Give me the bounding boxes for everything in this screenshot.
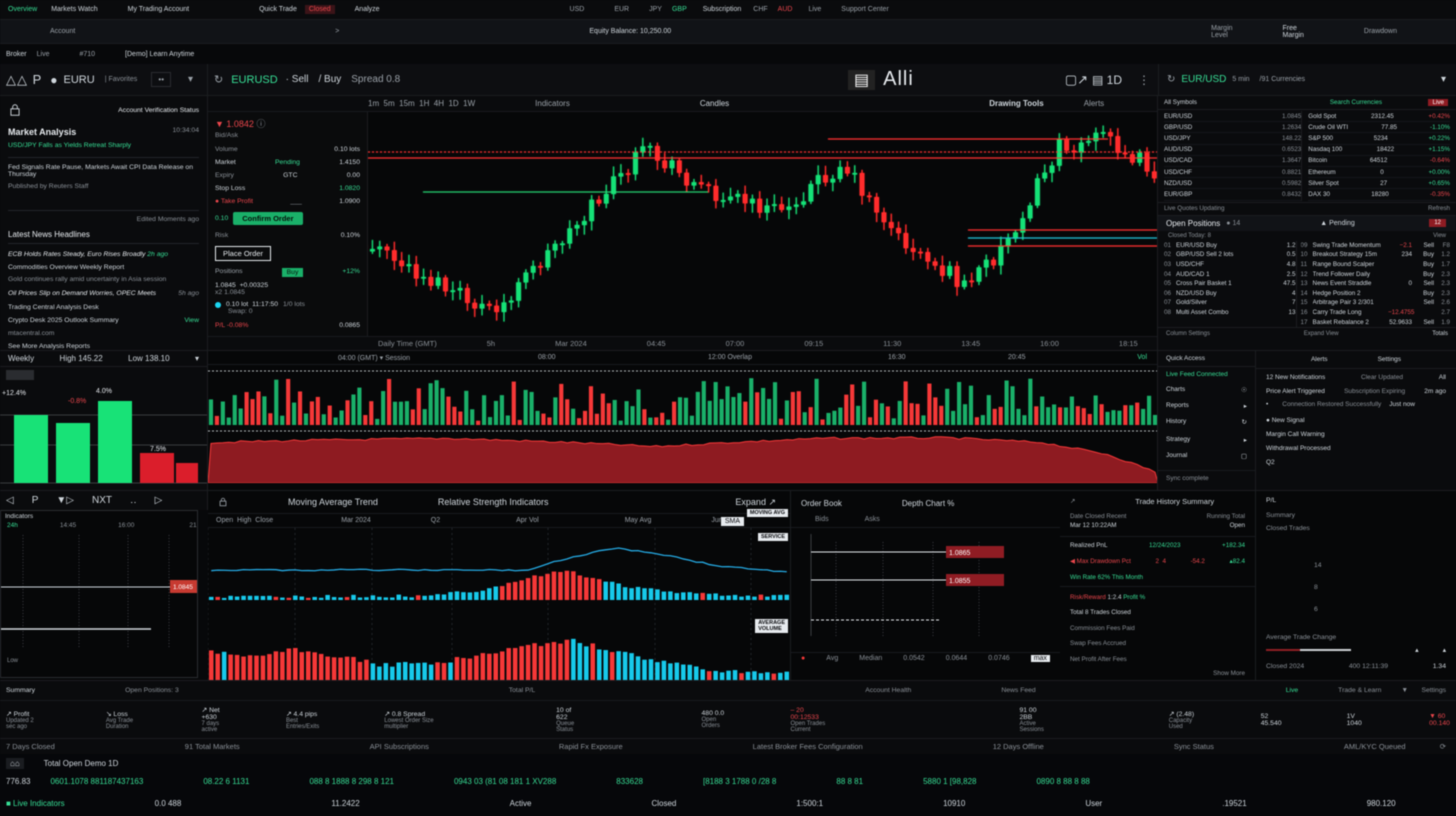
svg-text:7.5%: 7.5%: [150, 446, 166, 453]
svg-text:1.0845: 1.0845: [173, 584, 193, 591]
svg-text:1.0865: 1.0865: [949, 550, 971, 557]
svg-text:-0.8%: -0.8%: [68, 398, 86, 405]
svg-text:4.0%: 4.0%: [96, 388, 112, 395]
svg-text:+12.4%: +12.4%: [2, 390, 26, 397]
svg-text:1.0855: 1.0855: [949, 578, 971, 585]
